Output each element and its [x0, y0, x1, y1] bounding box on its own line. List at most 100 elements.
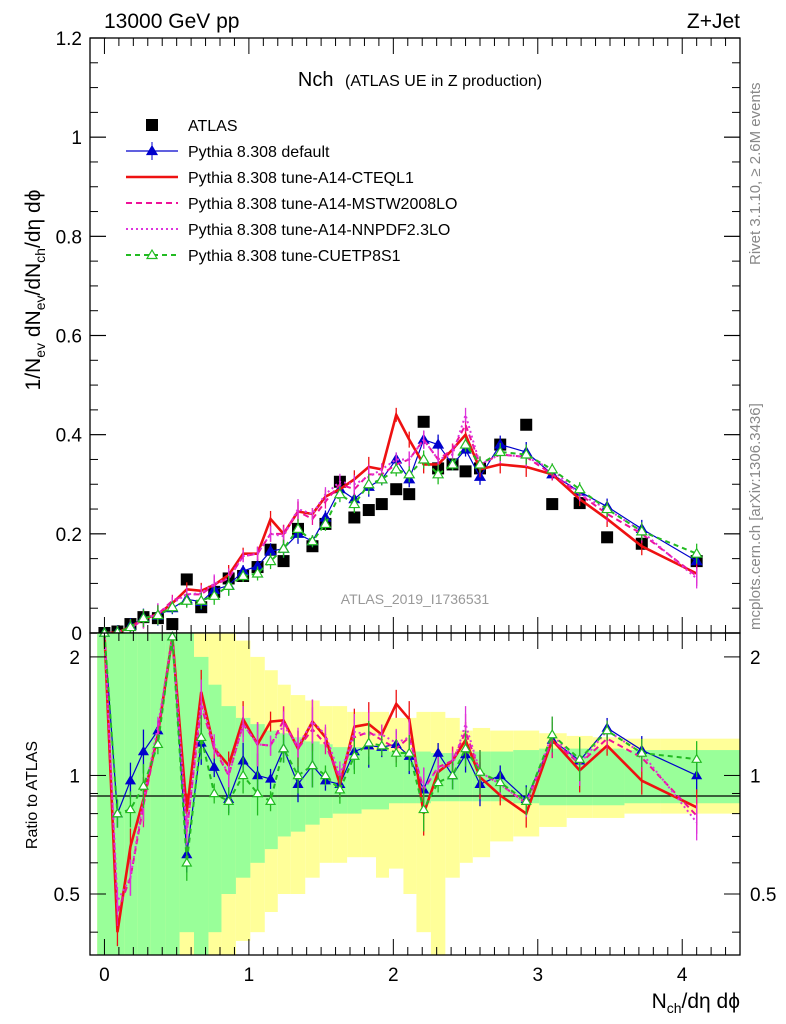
- atlas-data-point: [546, 498, 559, 511]
- ratio-band-green: [124, 633, 138, 955]
- ratio-plot-frame: [89, 632, 741, 956]
- atlas-data-point: [166, 618, 179, 631]
- ratio-green-open-triangle-marker: [418, 803, 430, 814]
- green-open-triangle-marker: [124, 620, 137, 632]
- ratio-green-open-triangle-marker: [265, 795, 277, 805]
- ratio-series-layer: [98, 627, 703, 947]
- ratio-green-open-triangle-marker: [376, 740, 388, 750]
- green-open-triangle-marker: [690, 547, 703, 558]
- ratio-green-open-triangle-marker: [208, 787, 220, 798]
- green-open-triangle-marker: [264, 554, 277, 566]
- ratio-band-green: [165, 633, 180, 955]
- atlas-data-point: [180, 573, 193, 586]
- ratio-green-open-triangle-marker: [237, 769, 249, 780]
- ratio-y-tick-label-right: 1: [750, 766, 761, 787]
- main-subtitle: (ATLAS UE in Z production): [345, 73, 542, 90]
- ratio-band-green: [235, 717, 251, 878]
- ratio-x-tick-label: 2: [388, 965, 399, 986]
- main-y-tick-label: 1.2: [56, 29, 82, 50]
- green-open-triangle-marker: [208, 589, 221, 600]
- ratio-green-open-triangle-marker: [636, 747, 648, 757]
- atlas-data-point: [375, 498, 388, 511]
- main-chart-title: Nch (ATLAS UE in Z production): [298, 69, 542, 91]
- main-y-tick-label: 0.8: [56, 227, 82, 248]
- green-open-triangle-marker: [166, 601, 179, 612]
- ratio-y-tick-label: 0.5: [54, 885, 80, 906]
- ratio-uncertainty-bands: [97, 633, 740, 955]
- ratio-band-green: [208, 684, 222, 933]
- atlas-data-point: [417, 415, 430, 428]
- ratio-y-tick-label-right: 2: [750, 648, 761, 669]
- legend-green-triangle-marker: [145, 248, 159, 260]
- green-open-triangle-marker: [251, 567, 264, 578]
- ratio-y-axis-label: Ratio to ATLAS: [24, 741, 41, 849]
- green-open-triangle-marker: [403, 468, 416, 479]
- green-open-triangle-marker: [494, 445, 507, 457]
- green-open-triangle-marker: [417, 453, 430, 464]
- ratio-band-green: [150, 633, 166, 955]
- blue-triangle-marker: [432, 438, 445, 449]
- ratio-y-tick-label: 2: [69, 648, 80, 669]
- atlas-data-point: [362, 504, 375, 517]
- main-y-tick-label: 0.2: [56, 525, 82, 546]
- ratio-green-open-triangle-marker: [574, 753, 586, 763]
- green-open-triangle-marker: [319, 517, 332, 529]
- legend-label-1: Pythia 8.308 default: [188, 144, 330, 161]
- green-open-triangle-marker: [180, 594, 193, 605]
- ratio-green-open-triangle-marker: [403, 747, 415, 757]
- ratio-green-open-triangle-marker: [292, 769, 304, 780]
- green-open-triangle-marker: [635, 525, 648, 536]
- atlas-data-point: [403, 488, 416, 501]
- green-open-triangle-marker: [333, 487, 346, 499]
- ratio-y-tick-label: 1: [69, 766, 80, 787]
- ratio-green-open-triangle-marker: [223, 795, 235, 805]
- green-open-triangle-marker: [473, 458, 487, 469]
- ratio-blue-triangle-marker: [137, 745, 149, 756]
- ratio-green-open-triangle-marker: [390, 747, 402, 757]
- main-y-tick-label: 0: [71, 624, 82, 645]
- main-title: Nch: [298, 69, 334, 91]
- ratio-green-open-triangle-marker: [124, 803, 136, 814]
- atlas-data-point: [601, 531, 614, 544]
- ratio-band-green: [459, 753, 473, 802]
- ratio-green-open-triangle-marker: [460, 742, 472, 753]
- legend-label-4: Pythia 8.308 tune-A14-NNPDF2.3LO: [188, 222, 450, 239]
- legend-label-3: Pythia 8.308 tune-A14-MSTW2008LO: [188, 196, 457, 213]
- ratio-green-open-triangle-marker: [252, 787, 264, 798]
- ratio-green-open-triangle-marker: [363, 737, 375, 747]
- ratio-x-tick-label: 3: [532, 965, 543, 986]
- ratio-series-line: [103, 632, 697, 863]
- ratio-green-open-triangle-marker: [474, 766, 486, 776]
- ratio-green-open-triangle-marker: [494, 776, 506, 787]
- main-y-tick-label: 0.4: [56, 426, 83, 447]
- green-open-triangle-marker: [195, 594, 208, 605]
- ratio-green-open-triangle-marker: [181, 857, 193, 867]
- main-y-axis-label: 1/Nev dNev/dNch/dη dϕ: [22, 190, 48, 391]
- ratio-band-yellow: [403, 717, 417, 894]
- header-right: Z+Jet: [687, 10, 740, 33]
- ratio-band-green: [376, 750, 389, 810]
- ratio-green-open-triangle-marker: [348, 750, 360, 760]
- ratio-green-open-triangle-marker: [334, 784, 346, 794]
- ratio-green-open-triangle-marker: [546, 728, 558, 739]
- rivet-version-note: Rivet 3.1.10, ≥ 2.6M events: [747, 83, 764, 266]
- ratio-green-open-triangle-marker: [166, 631, 178, 641]
- green-open-triangle-marker: [520, 448, 533, 459]
- ratio-green-open-triangle-marker: [278, 742, 290, 753]
- main-y-tick-label: 0.6: [56, 327, 82, 348]
- ratio-green-open-triangle-marker: [432, 776, 444, 787]
- ratio-blue-triangle-marker: [265, 773, 277, 783]
- ratio-blue-triangle-marker: [124, 774, 136, 785]
- green-open-triangle-marker: [222, 579, 235, 590]
- atlas-data-point: [348, 511, 361, 524]
- ratio-band-green: [624, 750, 661, 804]
- green-open-triangle-marker: [546, 463, 559, 474]
- legend-blue-triangle-marker: [145, 144, 159, 156]
- ratio-green-open-triangle-marker: [306, 759, 318, 770]
- ratio-green-open-triangle-marker: [111, 807, 123, 818]
- legend: ATLAS Pythia 8.308 default Pythia 8.308 tu…: [126, 118, 457, 265]
- ratio-band-green: [264, 730, 278, 850]
- green-open-triangle-marker: [291, 522, 305, 533]
- atlas-data-point: [390, 483, 403, 496]
